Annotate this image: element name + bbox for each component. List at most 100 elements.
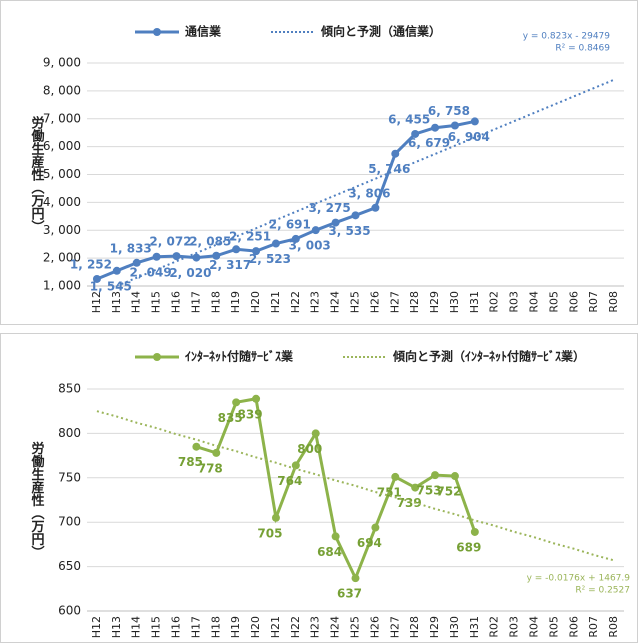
x-tick-label: H21 [269, 291, 282, 313]
x-tick-label: R03 [508, 616, 521, 638]
y-tick-label: 7, 000 [43, 111, 81, 125]
legend-marker [153, 28, 161, 36]
trend-equation: y = -0.0176x + 1467.9 [527, 574, 631, 584]
x-tick-label: H30 [448, 291, 461, 313]
x-tick-label: H23 [309, 291, 322, 313]
data-label: 689 [456, 540, 481, 554]
point [411, 483, 420, 492]
point [152, 252, 161, 261]
y-tick-label: 1, 000 [43, 279, 81, 293]
point [252, 394, 261, 403]
x-tick-label: H12 [90, 291, 103, 313]
x-tick-label: H30 [448, 616, 461, 638]
legend-label: 傾向と予測（通信業） [320, 24, 441, 39]
point [450, 472, 459, 481]
data-label: 6, 679 [408, 136, 450, 150]
x-tick-label: H12 [90, 616, 103, 638]
legend-label: ｲﾝﾀｰﾈｯﾄ付随ｻｰﾋﾞｽ業 [185, 349, 294, 364]
x-tick-label: H23 [309, 616, 322, 638]
x-tick-label: R08 [607, 291, 620, 313]
data-label: 2, 523 [249, 252, 291, 266]
data-label: 2, 020 [169, 266, 211, 280]
point [311, 429, 320, 438]
y-tick-label: 700 [58, 515, 81, 529]
data-label: 694 [357, 536, 382, 550]
data-label: 752 [436, 485, 461, 499]
x-tick-label: H31 [468, 616, 481, 638]
data-label: 6, 904 [448, 130, 490, 144]
y-tick-label: 8, 000 [43, 83, 81, 97]
x-tick-label: H20 [249, 616, 262, 638]
y-tick-label: 9, 000 [43, 56, 81, 70]
y-tick-label: 4, 000 [43, 195, 81, 209]
y-tick-label: 850 [58, 382, 81, 396]
x-tick-label: H28 [408, 291, 421, 313]
point [411, 129, 420, 138]
y-tick-label: 600 [58, 604, 81, 618]
data-label: 751 [377, 485, 402, 499]
point [291, 461, 300, 470]
y-tick-label: 5, 000 [43, 167, 81, 181]
point [331, 532, 340, 541]
data-label: 684 [317, 545, 342, 559]
point [271, 239, 280, 248]
x-tick-label: R04 [528, 291, 541, 313]
trend-equation: R² = 0.8469 [555, 44, 610, 54]
data-label: 1, 252 [70, 257, 112, 271]
trend-equation: y = 0.823x - 29479 [523, 32, 611, 42]
data-label: 835 [218, 411, 243, 425]
point [291, 234, 300, 243]
data-label: 778 [198, 461, 223, 475]
x-tick-label: H18 [209, 616, 222, 638]
y-tick-label: 2, 000 [43, 251, 81, 265]
data-label: 753 [417, 484, 442, 498]
data-label: 1, 545 [90, 279, 132, 293]
y-tick-label: 3, 000 [43, 223, 81, 237]
x-tick-label: H13 [110, 616, 123, 638]
x-tick-label: H14 [130, 291, 143, 313]
data-label: 1, 833 [110, 241, 152, 255]
point [431, 123, 440, 132]
point [212, 251, 221, 260]
x-tick-label: H16 [170, 616, 183, 638]
x-tick-label: H24 [329, 616, 342, 638]
x-tick-label: H22 [289, 291, 302, 313]
point [371, 203, 380, 212]
x-tick-label: H26 [368, 616, 381, 638]
data-label: 785 [178, 455, 203, 469]
data-label: 2, 072 [149, 235, 191, 249]
x-tick-label: H21 [269, 616, 282, 638]
x-tick-label: H17 [189, 616, 202, 638]
data-label: 2, 085 [189, 234, 231, 248]
y-tick-label: 6, 000 [43, 139, 81, 153]
x-tick-label: H14 [130, 616, 143, 638]
x-tick-label: H18 [209, 291, 222, 313]
chart-frame [0, 333, 638, 643]
data-label: 6, 455 [388, 112, 430, 126]
point [252, 247, 261, 256]
x-tick-label: H29 [428, 291, 441, 313]
x-tick-label: R02 [488, 616, 501, 638]
point [470, 527, 479, 536]
data-label: 3, 535 [328, 224, 370, 238]
data-label: 2, 691 [269, 217, 311, 231]
y-tick-label: 800 [58, 426, 81, 440]
point [232, 398, 241, 407]
x-tick-label: H15 [150, 616, 163, 638]
legend-label: 通信業 [185, 24, 222, 39]
point [132, 258, 141, 267]
data-label: 800 [297, 442, 322, 456]
trend-equation: R² = 0.2527 [575, 586, 630, 596]
data-label: 3, 003 [289, 239, 331, 253]
y-tick-label: 750 [58, 470, 81, 484]
x-tick-label: R06 [567, 616, 580, 638]
point [331, 218, 340, 227]
data-label: 3, 275 [309, 201, 351, 215]
point [351, 574, 360, 583]
x-tick-label: H27 [388, 616, 401, 638]
x-tick-label: H28 [408, 616, 421, 638]
data-label: 5, 746 [368, 162, 410, 176]
x-tick-label: H20 [249, 291, 262, 313]
x-tick-label: H24 [329, 291, 342, 313]
